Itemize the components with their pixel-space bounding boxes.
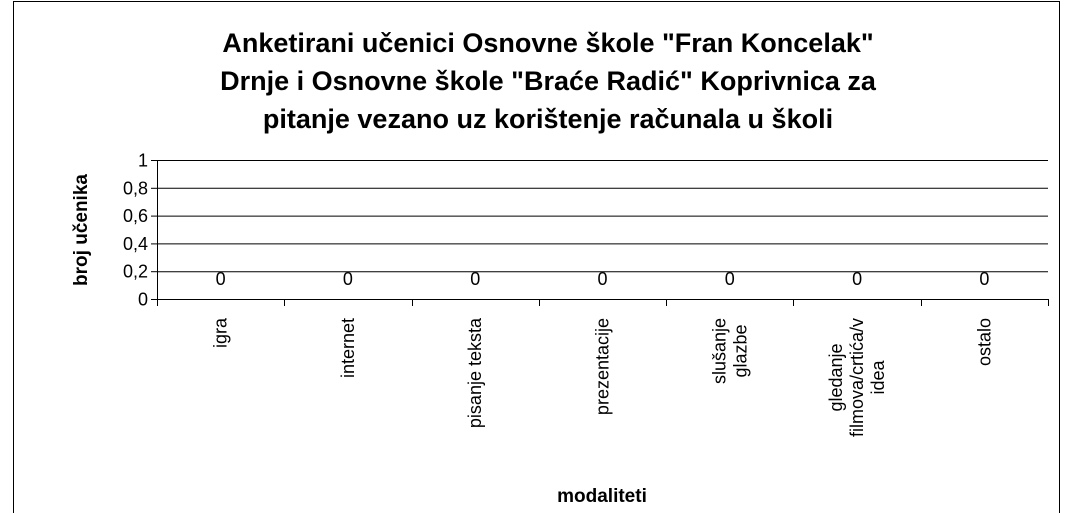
data-label: 0 <box>216 269 226 289</box>
y-axis-label: broj učenika <box>71 174 92 286</box>
chart-frame <box>13 1 1060 513</box>
x-tick-label: pisanje teksta <box>465 317 485 428</box>
x-tick-label: igra <box>211 317 231 348</box>
y-tick-label: 0 <box>138 290 148 310</box>
data-label: 0 <box>597 269 607 289</box>
chart-title: Anketirani učenici Osnovne škole "Fran K… <box>220 28 877 134</box>
x-tick-label: ostalo <box>974 318 994 366</box>
data-label: 0 <box>343 269 353 289</box>
x-tick-label: slušanjeglazbe <box>709 318 750 384</box>
y-tick-label: 1 <box>138 151 148 171</box>
y-tick-label: 0,6 <box>123 206 148 226</box>
data-label: 0 <box>979 269 989 289</box>
x-axis-label: modaliteti <box>557 486 647 507</box>
data-label: 0 <box>725 269 735 289</box>
y-tick-label: 0,4 <box>123 234 148 254</box>
data-label: 0 <box>852 269 862 289</box>
y-tick-label: 0,8 <box>123 178 148 198</box>
data-label: 0 <box>470 269 480 289</box>
x-tick-label: gledanjefilmova/crtića/videa <box>826 318 888 437</box>
y-tick-label: 0,2 <box>123 262 148 282</box>
x-tick-label: prezentacije <box>593 318 613 415</box>
x-tick-label: internet <box>338 318 358 378</box>
